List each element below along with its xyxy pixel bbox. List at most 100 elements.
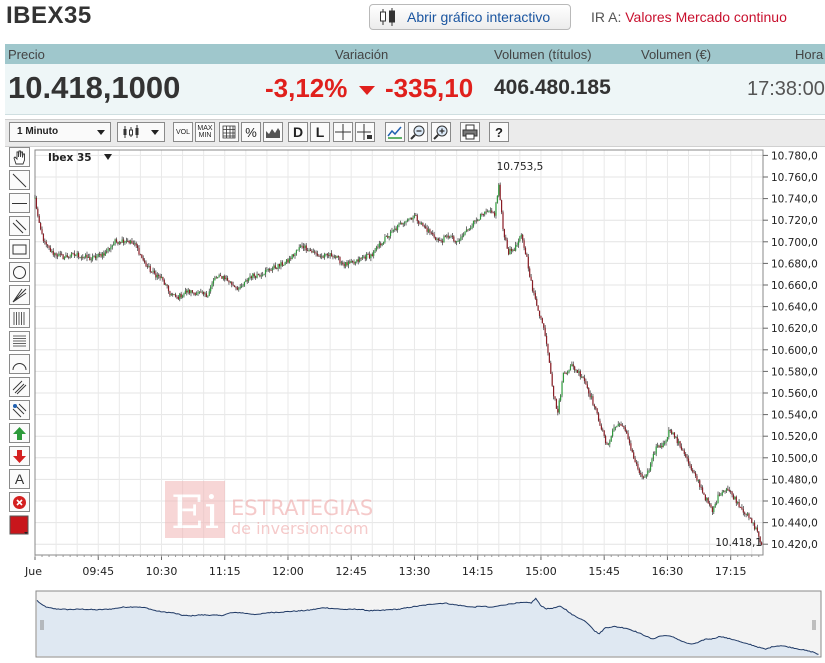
candle-body	[371, 254, 373, 256]
arrow-down-tool-button[interactable]	[9, 446, 30, 466]
crosshair-button[interactable]	[333, 122, 353, 142]
candle-body	[409, 217, 411, 219]
candle-body	[339, 257, 341, 264]
chart-type-select[interactable]	[117, 122, 165, 142]
x-tick-label: 16:30	[652, 565, 684, 578]
daily-button[interactable]: D	[288, 122, 308, 142]
fibonacci-vertical-tool-button[interactable]	[9, 308, 30, 328]
maxmin-button[interactable]: MAX MIN	[195, 122, 215, 142]
candle-body	[662, 442, 664, 448]
candle-body	[173, 294, 175, 296]
candle-body	[298, 247, 300, 250]
candle-body	[208, 291, 210, 296]
fibonacci-horizontal-tool-button[interactable]	[9, 331, 30, 351]
compare-button[interactable]	[385, 122, 405, 142]
series-dropdown-icon[interactable]	[104, 154, 112, 160]
candle-body	[194, 292, 196, 296]
candle-body	[87, 256, 90, 258]
price-chart[interactable]: Ei ESTRATEGIAS de inversion.com 10.420,0…	[0, 147, 825, 585]
candle-body	[562, 372, 565, 383]
candle-body	[129, 240, 132, 244]
candle-body	[604, 435, 607, 444]
open-interactive-chart-button[interactable]: Abrir gráfico interactivo	[369, 4, 571, 30]
parallel-lines-tool-button[interactable]	[9, 216, 30, 236]
goto-link-mercado-continuo[interactable]: Valores Mercado continuo	[625, 9, 787, 25]
ellipse-tool-button[interactable]	[9, 262, 30, 282]
candle-body	[144, 260, 146, 263]
price-label: Precio	[8, 47, 45, 62]
candle-body	[136, 245, 139, 248]
y-tick-label: 10.640,0	[771, 302, 818, 314]
delete-tool-button[interactable]	[9, 492, 30, 512]
candle-body	[685, 453, 687, 457]
crosshair-label-button[interactable]	[355, 122, 375, 142]
candle-body	[96, 256, 98, 259]
candle-body	[124, 241, 126, 243]
area-button[interactable]	[263, 122, 283, 142]
print-button[interactable]	[460, 122, 480, 142]
text-tool-button[interactable]: A	[9, 469, 30, 489]
arc-tool-button[interactable]	[9, 354, 30, 374]
candle-body	[711, 507, 714, 513]
candle-body	[180, 293, 182, 298]
navigator[interactable]	[0, 585, 825, 663]
candle-body	[396, 225, 399, 230]
hand-tool-button[interactable]	[9, 147, 30, 167]
drawing-tools-sidebar: A	[9, 147, 31, 542]
candle-body	[434, 237, 437, 240]
candle-body	[633, 452, 635, 459]
candle-body	[515, 244, 517, 251]
candle-body	[177, 296, 179, 300]
down-arrow-icon	[359, 86, 375, 95]
y-tick-label: 10.540,0	[771, 410, 818, 422]
candle-body	[190, 290, 192, 294]
volume-button[interactable]: VOL	[173, 122, 193, 142]
rectangle-tool-button[interactable]	[9, 239, 30, 259]
channel-tool-button[interactable]	[9, 377, 30, 397]
candle-body	[402, 223, 404, 225]
candle-body	[44, 241, 46, 242]
interval-select[interactable]: 1 Minuto	[9, 122, 111, 142]
fan-tool-button[interactable]	[9, 285, 30, 305]
candle-body	[482, 214, 484, 215]
x-tick-label: 13:30	[399, 565, 431, 578]
candle-body	[508, 248, 510, 255]
color-picker-button[interactable]	[9, 515, 30, 535]
trendline-tool-button[interactable]	[9, 170, 30, 190]
candle-body	[201, 291, 203, 293]
candle-body	[114, 239, 116, 244]
candle-body	[517, 241, 520, 245]
grid-button[interactable]	[219, 122, 239, 142]
navigator-left-handle[interactable]	[40, 620, 44, 630]
candle-body	[666, 437, 669, 441]
zoom-out-button[interactable]	[408, 122, 428, 142]
candle-body	[737, 501, 739, 504]
candle-body	[51, 251, 53, 252]
candle-body	[200, 291, 202, 293]
candle-body	[606, 443, 608, 445]
candle-body	[301, 245, 303, 247]
zoom-in-button[interactable]	[431, 122, 451, 142]
candle-body	[110, 247, 112, 250]
help-button[interactable]: ?	[489, 122, 509, 142]
candle-body	[613, 427, 615, 431]
candle-body	[493, 212, 496, 216]
candle-body	[412, 217, 414, 220]
candle-body	[505, 237, 507, 240]
candle-body	[465, 229, 468, 232]
x-tick-label: 11:15	[209, 565, 241, 578]
change-absolute: -335,10	[385, 73, 474, 103]
horizontal-line-tool-button[interactable]	[9, 193, 30, 213]
percent-button[interactable]: %	[241, 122, 261, 142]
candle-body	[380, 243, 382, 246]
linear-button[interactable]: L	[310, 122, 330, 142]
candle-body	[530, 276, 532, 281]
navigator-right-handle[interactable]	[812, 620, 816, 630]
regression-tool-button[interactable]	[9, 400, 30, 420]
candle-body	[246, 280, 248, 282]
candle-body	[389, 231, 392, 237]
arrow-up-tool-button[interactable]	[9, 423, 30, 443]
candle-body	[659, 445, 662, 448]
candle-body	[100, 254, 102, 257]
candle-body	[255, 276, 257, 278]
